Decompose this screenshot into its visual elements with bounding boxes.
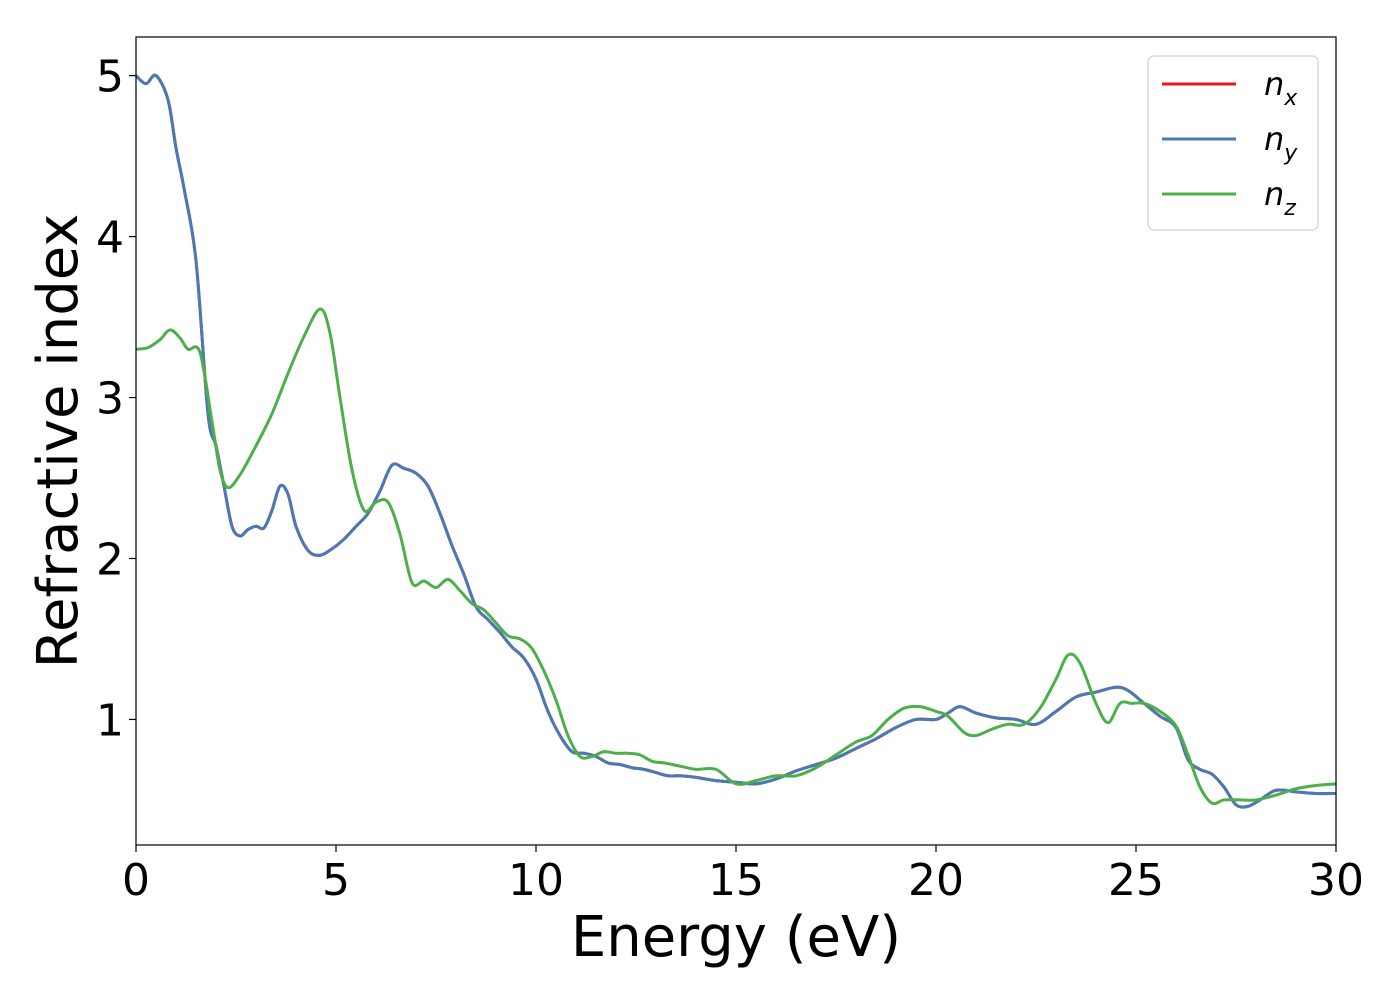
- x-tick-label: 0: [122, 855, 150, 906]
- legend-box: [1147, 55, 1319, 231]
- x-axis: 0 5 10 15 20 25 30: [122, 845, 1364, 906]
- x-tick-label: 10: [508, 855, 564, 906]
- x-tick-label: 15: [708, 855, 764, 906]
- legend-label-x: nx: [1264, 65, 1298, 111]
- series-line-y: [136, 73, 1336, 809]
- x-axis-title: Energy (eV): [571, 905, 901, 970]
- legend-label-y: ny: [1264, 120, 1298, 166]
- y-tick-label: 3: [96, 374, 124, 425]
- plot-area: [136, 73, 1336, 809]
- y-axis: 1 2 3 4 5: [96, 52, 136, 746]
- x-tick-label: 30: [1308, 855, 1364, 906]
- x-tick-label: 20: [908, 855, 964, 906]
- y-tick-label: 4: [96, 213, 124, 264]
- series-line-z: [136, 307, 1336, 806]
- legend: nx ny nz: [1147, 55, 1319, 231]
- x-tick-label: 5: [322, 855, 350, 906]
- y-tick-label: 5: [96, 52, 124, 103]
- y-tick-label: 2: [96, 534, 124, 585]
- legend-label-z: nz: [1264, 175, 1296, 221]
- x-tick-label: 25: [1108, 855, 1164, 906]
- y-tick-label: 1: [96, 695, 124, 746]
- y-axis-title: Refractive index: [26, 214, 91, 669]
